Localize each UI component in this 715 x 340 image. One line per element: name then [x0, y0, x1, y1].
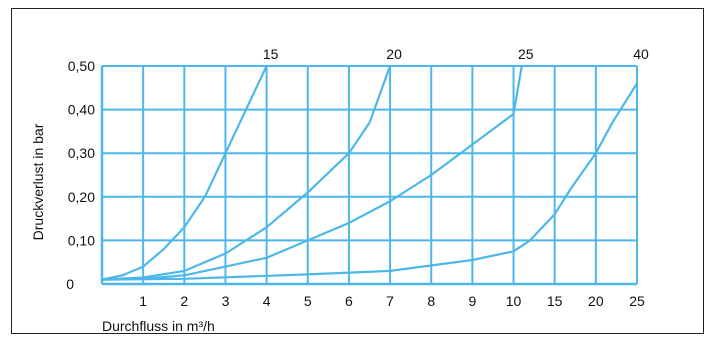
series-line-25 — [100, 64, 523, 281]
x-tick-label: 8 — [427, 293, 435, 309]
x-axis-title: Durchfluss in m³/h — [102, 318, 215, 334]
series-line-15 — [100, 64, 268, 281]
x-tick-label: 4 — [263, 293, 271, 309]
x-tick-label: 20 — [588, 293, 604, 309]
x-tick-label: 15 — [547, 293, 563, 309]
series-label-20: 20 — [386, 46, 402, 62]
series-line-40 — [100, 82, 639, 281]
x-tick-label: 3 — [222, 293, 230, 309]
series-label-25: 25 — [518, 46, 534, 62]
x-tick-label: 9 — [468, 293, 476, 309]
series-label-15: 15 — [263, 46, 279, 62]
x-tick-label: 2 — [180, 293, 188, 309]
x-tick-label: 25 — [629, 293, 645, 309]
series-line-20 — [100, 64, 392, 281]
y-tick-label: 0 — [66, 276, 74, 292]
x-tick-label: 10 — [506, 293, 522, 309]
x-tick-label: 5 — [304, 293, 312, 309]
x-tick-label: 6 — [345, 293, 353, 309]
series-label-40: 40 — [633, 46, 649, 62]
y-tick-label: 0,20 — [68, 189, 95, 205]
y-tick-label: 0,30 — [68, 145, 95, 161]
y-axis-title: Druckverlust in bar — [30, 123, 46, 240]
y-tick-label: 0,40 — [68, 102, 95, 118]
chart-frame — [11, 8, 704, 334]
y-tick-label: 0,10 — [68, 232, 95, 248]
x-tick-label: 1 — [139, 293, 147, 309]
x-tick-label: 7 — [386, 293, 394, 309]
y-tick-label: 0,50 — [68, 58, 95, 74]
